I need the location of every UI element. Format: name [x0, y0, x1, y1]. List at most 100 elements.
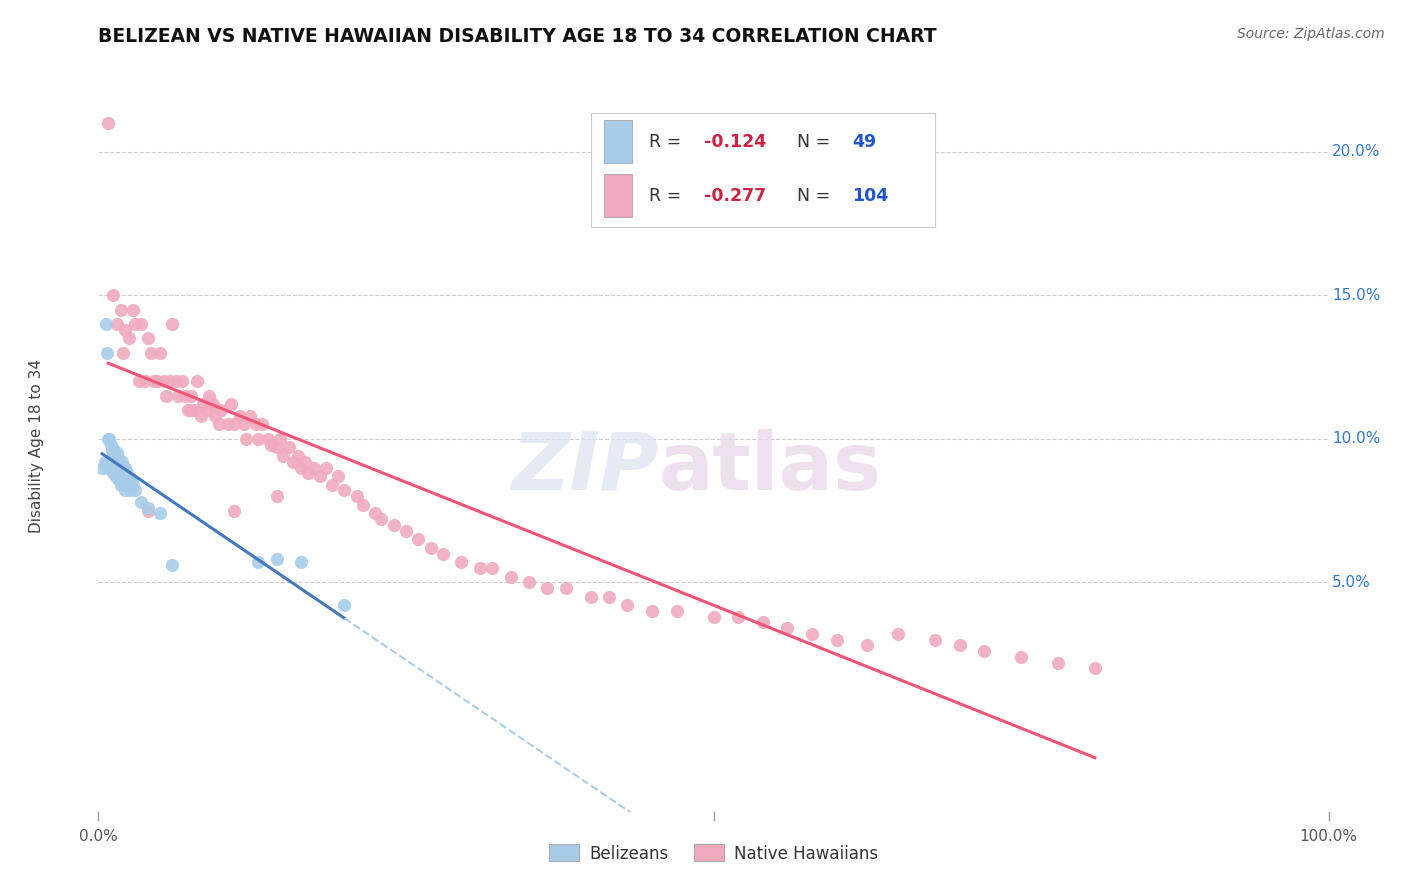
- Point: [112, 460, 135, 475]
- Point: [294, 455, 316, 469]
- Text: N =: N =: [797, 187, 837, 205]
- Point: [328, 469, 350, 483]
- Point: [1010, 649, 1032, 664]
- Point: [105, 446, 128, 460]
- Point: [128, 375, 150, 389]
- Point: [235, 432, 257, 446]
- Point: [247, 555, 270, 569]
- Point: [91, 460, 114, 475]
- Point: [973, 644, 995, 658]
- Point: [364, 507, 387, 521]
- Point: [104, 451, 127, 466]
- Point: [217, 417, 239, 432]
- Point: [172, 375, 194, 389]
- Point: [703, 609, 725, 624]
- Point: [180, 403, 202, 417]
- Point: [136, 500, 159, 515]
- Point: [136, 503, 159, 517]
- Point: [136, 331, 159, 345]
- Point: [949, 638, 972, 652]
- Point: [260, 437, 283, 451]
- Point: [105, 467, 128, 481]
- Point: [112, 345, 135, 359]
- Point: [120, 483, 142, 498]
- Text: 49: 49: [852, 133, 876, 151]
- Point: [395, 524, 418, 538]
- Text: R =: R =: [650, 133, 686, 151]
- Point: [579, 590, 602, 604]
- Text: N =: N =: [797, 133, 837, 151]
- Point: [124, 317, 146, 331]
- Point: [195, 403, 218, 417]
- Point: [100, 437, 122, 451]
- Point: [776, 621, 799, 635]
- Point: [134, 375, 156, 389]
- Point: [98, 432, 121, 446]
- Legend: Belizeans, Native Hawaiians: Belizeans, Native Hawaiians: [543, 838, 884, 869]
- Point: [250, 417, 273, 432]
- Point: [104, 469, 127, 483]
- Point: [118, 331, 141, 345]
- Point: [96, 345, 118, 359]
- Point: [290, 555, 312, 569]
- Point: [191, 397, 214, 411]
- Point: [190, 409, 212, 423]
- Point: [114, 323, 136, 337]
- Point: [114, 460, 136, 475]
- Point: [315, 460, 337, 475]
- Point: [408, 533, 430, 547]
- Text: 5.0%: 5.0%: [1333, 574, 1371, 590]
- Text: -0.124: -0.124: [704, 133, 766, 151]
- Point: [266, 441, 288, 455]
- Point: [281, 455, 304, 469]
- Point: [155, 389, 177, 403]
- Point: [108, 451, 131, 466]
- Point: [432, 547, 454, 561]
- Point: [97, 460, 120, 475]
- Point: [727, 609, 749, 624]
- Point: [499, 569, 522, 583]
- Point: [152, 375, 174, 389]
- Point: [118, 472, 141, 486]
- Point: [98, 455, 121, 469]
- Point: [110, 302, 132, 317]
- Point: [103, 446, 125, 460]
- Point: [198, 389, 221, 403]
- Point: [1046, 656, 1070, 670]
- Point: [468, 561, 491, 575]
- FancyBboxPatch shape: [605, 120, 631, 163]
- Point: [239, 409, 262, 423]
- Point: [801, 627, 824, 641]
- Point: [111, 455, 134, 469]
- Point: [856, 638, 879, 652]
- Point: [266, 489, 288, 503]
- Point: [352, 498, 374, 512]
- Point: [131, 495, 153, 509]
- Text: atlas: atlas: [658, 429, 882, 507]
- Point: [122, 302, 145, 317]
- Point: [382, 517, 405, 532]
- Point: [103, 467, 125, 481]
- Point: [100, 460, 122, 475]
- Text: 20.0%: 20.0%: [1333, 145, 1381, 160]
- Point: [290, 460, 312, 475]
- Point: [333, 598, 356, 612]
- Point: [257, 432, 280, 446]
- Text: Source: ZipAtlas.com: Source: ZipAtlas.com: [1237, 27, 1385, 41]
- Point: [222, 503, 245, 517]
- Point: [370, 512, 392, 526]
- Point: [278, 441, 301, 455]
- Point: [101, 460, 124, 475]
- Point: [641, 604, 664, 618]
- Text: R =: R =: [650, 187, 686, 205]
- Point: [103, 288, 125, 302]
- Point: [752, 615, 775, 630]
- Text: 10.0%: 10.0%: [1333, 432, 1381, 446]
- Point: [112, 460, 135, 475]
- Point: [598, 590, 620, 604]
- Point: [122, 477, 145, 491]
- Point: [97, 116, 120, 130]
- Point: [186, 375, 208, 389]
- Point: [333, 483, 356, 498]
- Point: [149, 345, 172, 359]
